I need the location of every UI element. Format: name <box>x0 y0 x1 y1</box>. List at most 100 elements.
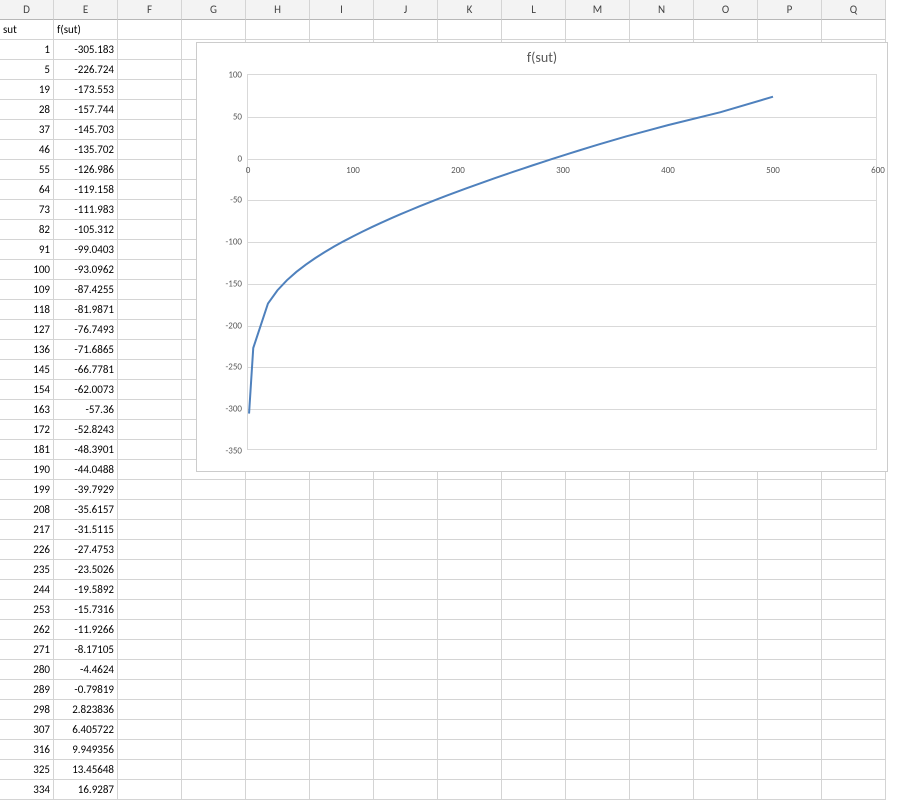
cell[interactable] <box>182 780 246 800</box>
cell[interactable] <box>694 520 758 540</box>
cell[interactable] <box>182 500 246 520</box>
cell[interactable] <box>502 20 566 40</box>
cell[interactable] <box>566 780 630 800</box>
cell[interactable]: -173.553 <box>54 80 118 100</box>
cell[interactable]: 316 <box>0 740 54 760</box>
cell[interactable] <box>118 380 182 400</box>
cell[interactable] <box>182 740 246 760</box>
cell[interactable] <box>246 540 310 560</box>
cell[interactable] <box>118 540 182 560</box>
cell[interactable] <box>630 600 694 620</box>
cell[interactable] <box>566 760 630 780</box>
cell[interactable] <box>438 740 502 760</box>
cell[interactable] <box>758 700 822 720</box>
cell[interactable] <box>438 620 502 640</box>
cell[interactable] <box>502 640 566 660</box>
cell[interactable] <box>118 620 182 640</box>
cell[interactable] <box>630 620 694 640</box>
cell[interactable]: 100 <box>0 260 54 280</box>
cell[interactable] <box>374 780 438 800</box>
cell[interactable] <box>822 520 886 540</box>
column-header-N[interactable]: N <box>630 0 694 20</box>
cell[interactable] <box>758 600 822 620</box>
cell[interactable] <box>758 680 822 700</box>
cell[interactable] <box>758 540 822 560</box>
column-header-G[interactable]: G <box>182 0 246 20</box>
cell[interactable] <box>758 520 822 540</box>
cell[interactable] <box>630 480 694 500</box>
cell[interactable] <box>374 700 438 720</box>
column-header-M[interactable]: M <box>566 0 630 20</box>
cell[interactable] <box>118 720 182 740</box>
cell[interactable] <box>118 80 182 100</box>
cell[interactable]: 217 <box>0 520 54 540</box>
cell[interactable]: -15.7316 <box>54 600 118 620</box>
cell[interactable] <box>374 500 438 520</box>
cell[interactable] <box>118 200 182 220</box>
cell[interactable]: sut <box>0 20 54 40</box>
column-header-P[interactable]: P <box>758 0 822 20</box>
cell[interactable] <box>566 700 630 720</box>
cell[interactable] <box>822 580 886 600</box>
cell[interactable] <box>310 600 374 620</box>
cell[interactable]: -23.5026 <box>54 560 118 580</box>
cell[interactable] <box>182 760 246 780</box>
cell[interactable]: 289 <box>0 680 54 700</box>
cell[interactable]: -39.7929 <box>54 480 118 500</box>
cell[interactable]: 163 <box>0 400 54 420</box>
cell[interactable] <box>502 560 566 580</box>
cell[interactable] <box>502 580 566 600</box>
cell[interactable] <box>694 720 758 740</box>
cell[interactable] <box>118 680 182 700</box>
column-header-I[interactable]: I <box>310 0 374 20</box>
cell[interactable] <box>566 500 630 520</box>
cell[interactable] <box>118 600 182 620</box>
cell[interactable] <box>566 560 630 580</box>
cell[interactable] <box>502 680 566 700</box>
cell[interactable] <box>822 540 886 560</box>
column-header-E[interactable]: E <box>54 0 118 20</box>
cell[interactable]: -81.9871 <box>54 300 118 320</box>
cell[interactable]: -48.3901 <box>54 440 118 460</box>
cell[interactable]: -8.17105 <box>54 640 118 660</box>
cell[interactable] <box>694 540 758 560</box>
cell[interactable] <box>246 600 310 620</box>
cell[interactable] <box>246 560 310 580</box>
cell[interactable]: -0.79819 <box>54 680 118 700</box>
cell[interactable] <box>438 700 502 720</box>
cell[interactable]: 6.405722 <box>54 720 118 740</box>
cell[interactable]: 334 <box>0 780 54 800</box>
cell[interactable] <box>630 580 694 600</box>
cell[interactable] <box>246 580 310 600</box>
cell[interactable] <box>118 760 182 780</box>
cell[interactable] <box>374 580 438 600</box>
cell[interactable] <box>630 780 694 800</box>
cell[interactable]: -93.0962 <box>54 260 118 280</box>
cell[interactable]: 109 <box>0 280 54 300</box>
column-header-Q[interactable]: Q <box>822 0 886 20</box>
cell[interactable] <box>310 780 374 800</box>
cell[interactable]: 37 <box>0 120 54 140</box>
column-header-F[interactable]: F <box>118 0 182 20</box>
cell[interactable] <box>502 740 566 760</box>
cell[interactable] <box>758 760 822 780</box>
cell[interactable] <box>374 720 438 740</box>
cell[interactable]: 118 <box>0 300 54 320</box>
cell[interactable] <box>310 20 374 40</box>
cell[interactable]: 280 <box>0 660 54 680</box>
cell[interactable] <box>182 700 246 720</box>
cell[interactable] <box>438 540 502 560</box>
cell[interactable]: 9.949356 <box>54 740 118 760</box>
cell[interactable] <box>822 700 886 720</box>
cell[interactable]: 64 <box>0 180 54 200</box>
cell[interactable] <box>630 500 694 520</box>
cell[interactable] <box>246 720 310 740</box>
cell[interactable] <box>502 760 566 780</box>
cell[interactable] <box>118 740 182 760</box>
cell[interactable] <box>566 740 630 760</box>
cell[interactable]: 46 <box>0 140 54 160</box>
cell[interactable] <box>182 580 246 600</box>
cell[interactable]: -66.7781 <box>54 360 118 380</box>
cell[interactable] <box>118 240 182 260</box>
cell[interactable] <box>182 20 246 40</box>
